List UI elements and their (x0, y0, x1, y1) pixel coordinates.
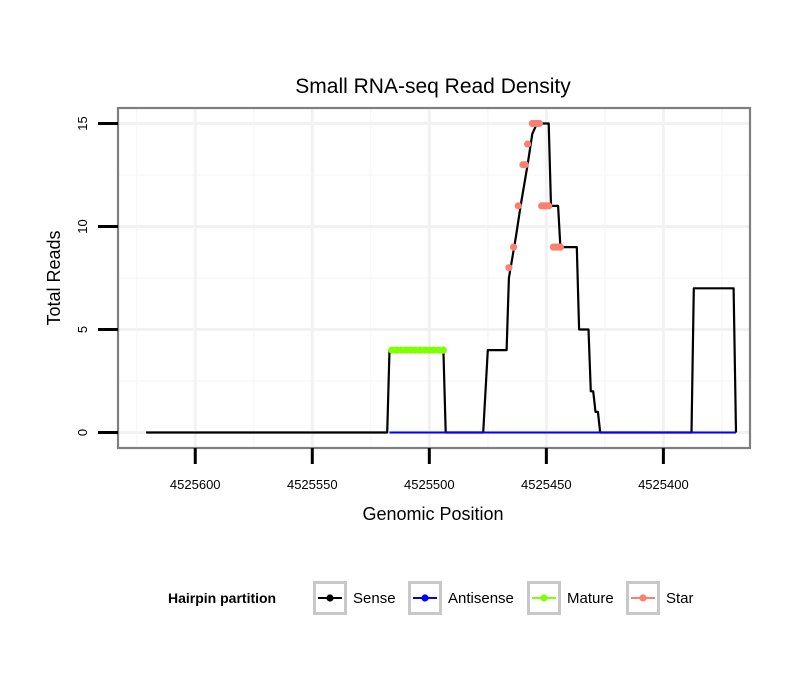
x-axis-label: Genomic Position (362, 504, 503, 524)
y-tick-label: 0 (75, 429, 90, 436)
star-point (509, 243, 518, 251)
legend-label: Antisense (448, 590, 514, 607)
y-axis-label: Total Reads (44, 230, 64, 325)
star-point (535, 119, 543, 128)
mature-point (439, 346, 447, 354)
star-point (514, 202, 522, 210)
star-point (505, 264, 513, 272)
y-tick-label: 5 (75, 326, 90, 333)
plot-border (116, 106, 752, 450)
legend-title: Hairpin partition (168, 590, 276, 606)
legend: Hairpin partition Sense Antisense Mature St… (168, 581, 694, 615)
x-tick-label: 4525500 (404, 477, 455, 492)
legend-key-point (639, 594, 647, 602)
star-point (521, 161, 529, 169)
star-point (556, 243, 565, 251)
y-tick-label: 15 (75, 116, 90, 130)
star-point (545, 202, 553, 210)
legend-label: Sense (353, 590, 396, 607)
legend-key-point (540, 594, 548, 602)
legend-label: Star (666, 590, 694, 607)
chart-title: Small RNA-seq Read Density (295, 75, 571, 98)
y-tick-label: 10 (75, 219, 90, 233)
x-tick-label: 4525550 (287, 477, 338, 492)
x-tick-label: 4525450 (521, 477, 572, 492)
x-tick-label: 4525600 (170, 477, 221, 492)
legend-label: Mature (567, 590, 614, 607)
star-point (524, 140, 532, 148)
x-tick-label: 4525400 (638, 477, 689, 492)
legend-key-point (326, 594, 334, 602)
plot-area: 4525600 4525550 4525500 4525450 4525400 0 5 10 1… (75, 106, 752, 492)
legend-key-point (421, 594, 429, 602)
